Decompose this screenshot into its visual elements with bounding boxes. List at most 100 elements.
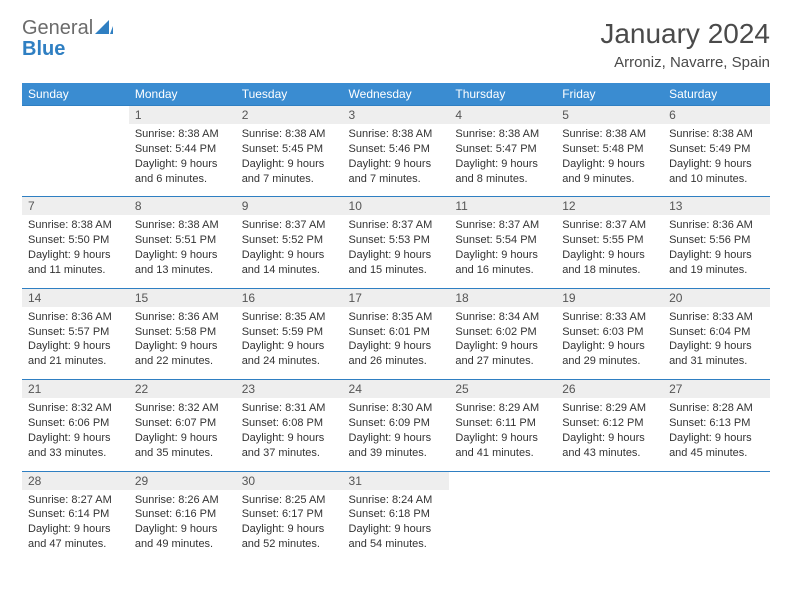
day-number: 2 bbox=[236, 106, 343, 124]
calendar-row: 21Sunrise: 8:32 AMSunset: 6:06 PMDayligh… bbox=[22, 379, 770, 470]
calendar-cell: 9Sunrise: 8:37 AMSunset: 5:52 PMDaylight… bbox=[236, 196, 343, 287]
daylight-text: and 39 minutes. bbox=[349, 446, 444, 461]
weekday-header: Wednesday bbox=[343, 83, 450, 105]
sunset-text: Sunset: 6:07 PM bbox=[135, 416, 230, 431]
day-number: 6 bbox=[663, 106, 770, 124]
daylight-text: Daylight: 9 hours bbox=[562, 339, 657, 354]
sunrise-text: Sunrise: 8:30 AM bbox=[349, 401, 444, 416]
daylight-text: and 52 minutes. bbox=[242, 537, 337, 552]
daylight-text: and 16 minutes. bbox=[455, 263, 550, 278]
daylight-text: Daylight: 9 hours bbox=[242, 339, 337, 354]
month-title: January 2024 bbox=[600, 18, 770, 50]
calendar-cell: 13Sunrise: 8:36 AMSunset: 5:56 PMDayligh… bbox=[663, 196, 770, 287]
calendar-cell: 27Sunrise: 8:28 AMSunset: 6:13 PMDayligh… bbox=[663, 379, 770, 470]
day-content: Sunrise: 8:37 AMSunset: 5:54 PMDaylight:… bbox=[449, 215, 556, 287]
daylight-text: and 7 minutes. bbox=[349, 172, 444, 187]
day-content: Sunrise: 8:28 AMSunset: 6:13 PMDaylight:… bbox=[663, 398, 770, 470]
daylight-text: Daylight: 9 hours bbox=[28, 431, 123, 446]
day-content: Sunrise: 8:38 AMSunset: 5:49 PMDaylight:… bbox=[663, 124, 770, 196]
day-number: 18 bbox=[449, 289, 556, 307]
day-content bbox=[556, 490, 663, 558]
day-content: Sunrise: 8:38 AMSunset: 5:46 PMDaylight:… bbox=[343, 124, 450, 196]
daylight-text: Daylight: 9 hours bbox=[135, 157, 230, 172]
sunrise-text: Sunrise: 8:38 AM bbox=[28, 218, 123, 233]
day-number: 23 bbox=[236, 380, 343, 398]
sunset-text: Sunset: 5:48 PM bbox=[562, 142, 657, 157]
daylight-text: Daylight: 9 hours bbox=[455, 248, 550, 263]
day-number: 21 bbox=[22, 380, 129, 398]
calendar-cell: 1Sunrise: 8:38 AMSunset: 5:44 PMDaylight… bbox=[129, 105, 236, 196]
day-content: Sunrise: 8:33 AMSunset: 6:04 PMDaylight:… bbox=[663, 307, 770, 379]
daylight-text: and 22 minutes. bbox=[135, 354, 230, 369]
sunset-text: Sunset: 6:03 PM bbox=[562, 325, 657, 340]
calendar-cell: 4Sunrise: 8:38 AMSunset: 5:47 PMDaylight… bbox=[449, 105, 556, 196]
daylight-text: Daylight: 9 hours bbox=[135, 339, 230, 354]
day-number: 19 bbox=[556, 289, 663, 307]
calendar-cell: 25Sunrise: 8:29 AMSunset: 6:11 PMDayligh… bbox=[449, 379, 556, 470]
day-content: Sunrise: 8:38 AMSunset: 5:44 PMDaylight:… bbox=[129, 124, 236, 196]
day-number: 25 bbox=[449, 380, 556, 398]
day-number: 5 bbox=[556, 106, 663, 124]
day-number: 24 bbox=[343, 380, 450, 398]
daylight-text: and 41 minutes. bbox=[455, 446, 550, 461]
sunset-text: Sunset: 6:17 PM bbox=[242, 507, 337, 522]
daylight-text: Daylight: 9 hours bbox=[562, 431, 657, 446]
daylight-text: and 27 minutes. bbox=[455, 354, 550, 369]
day-content: Sunrise: 8:38 AMSunset: 5:47 PMDaylight:… bbox=[449, 124, 556, 196]
calendar-cell: 6Sunrise: 8:38 AMSunset: 5:49 PMDaylight… bbox=[663, 105, 770, 196]
calendar-row: 28Sunrise: 8:27 AMSunset: 6:14 PMDayligh… bbox=[22, 471, 770, 562]
calendar-cell: 24Sunrise: 8:30 AMSunset: 6:09 PMDayligh… bbox=[343, 379, 450, 470]
sunset-text: Sunset: 5:59 PM bbox=[242, 325, 337, 340]
weekday-header: Friday bbox=[556, 83, 663, 105]
calendar-cell: 18Sunrise: 8:34 AMSunset: 6:02 PMDayligh… bbox=[449, 288, 556, 379]
daylight-text: and 24 minutes. bbox=[242, 354, 337, 369]
daylight-text: Daylight: 9 hours bbox=[669, 431, 764, 446]
daylight-text: and 54 minutes. bbox=[349, 537, 444, 552]
daylight-text: Daylight: 9 hours bbox=[669, 339, 764, 354]
daylight-text: Daylight: 9 hours bbox=[242, 157, 337, 172]
sunset-text: Sunset: 5:44 PM bbox=[135, 142, 230, 157]
weekday-header: Thursday bbox=[449, 83, 556, 105]
day-content: Sunrise: 8:37 AMSunset: 5:55 PMDaylight:… bbox=[556, 215, 663, 287]
day-content: Sunrise: 8:38 AMSunset: 5:45 PMDaylight:… bbox=[236, 124, 343, 196]
sunrise-text: Sunrise: 8:25 AM bbox=[242, 493, 337, 508]
day-content: Sunrise: 8:29 AMSunset: 6:11 PMDaylight:… bbox=[449, 398, 556, 470]
sunset-text: Sunset: 5:58 PM bbox=[135, 325, 230, 340]
day-number: 31 bbox=[343, 472, 450, 490]
day-number: 8 bbox=[129, 197, 236, 215]
day-number: 16 bbox=[236, 289, 343, 307]
day-number: 11 bbox=[449, 197, 556, 215]
sunset-text: Sunset: 5:53 PM bbox=[349, 233, 444, 248]
calendar-cell: 30Sunrise: 8:25 AMSunset: 6:17 PMDayligh… bbox=[236, 471, 343, 562]
day-content bbox=[663, 490, 770, 558]
sunrise-text: Sunrise: 8:38 AM bbox=[135, 218, 230, 233]
day-content: Sunrise: 8:35 AMSunset: 5:59 PMDaylight:… bbox=[236, 307, 343, 379]
sunset-text: Sunset: 6:18 PM bbox=[349, 507, 444, 522]
daylight-text: Daylight: 9 hours bbox=[135, 431, 230, 446]
day-number: 12 bbox=[556, 197, 663, 215]
sunset-text: Sunset: 5:50 PM bbox=[28, 233, 123, 248]
day-number: 20 bbox=[663, 289, 770, 307]
calendar-row: 14Sunrise: 8:36 AMSunset: 5:57 PMDayligh… bbox=[22, 288, 770, 379]
daylight-text: Daylight: 9 hours bbox=[242, 431, 337, 446]
day-content: Sunrise: 8:34 AMSunset: 6:02 PMDaylight:… bbox=[449, 307, 556, 379]
day-number: 10 bbox=[343, 197, 450, 215]
calendar-row: 1Sunrise: 8:38 AMSunset: 5:44 PMDaylight… bbox=[22, 105, 770, 196]
calendar-cell: 22Sunrise: 8:32 AMSunset: 6:07 PMDayligh… bbox=[129, 379, 236, 470]
daylight-text: and 6 minutes. bbox=[135, 172, 230, 187]
brand-logo: General Blue bbox=[22, 18, 113, 60]
sunrise-text: Sunrise: 8:36 AM bbox=[135, 310, 230, 325]
sunset-text: Sunset: 6:13 PM bbox=[669, 416, 764, 431]
day-content: Sunrise: 8:30 AMSunset: 6:09 PMDaylight:… bbox=[343, 398, 450, 470]
sunrise-text: Sunrise: 8:26 AM bbox=[135, 493, 230, 508]
sunrise-text: Sunrise: 8:37 AM bbox=[562, 218, 657, 233]
daylight-text: and 14 minutes. bbox=[242, 263, 337, 278]
day-content: Sunrise: 8:32 AMSunset: 6:07 PMDaylight:… bbox=[129, 398, 236, 470]
sunrise-text: Sunrise: 8:38 AM bbox=[242, 127, 337, 142]
sunset-text: Sunset: 5:54 PM bbox=[455, 233, 550, 248]
calendar-cell: 26Sunrise: 8:29 AMSunset: 6:12 PMDayligh… bbox=[556, 379, 663, 470]
sunrise-text: Sunrise: 8:32 AM bbox=[28, 401, 123, 416]
day-content: Sunrise: 8:38 AMSunset: 5:51 PMDaylight:… bbox=[129, 215, 236, 287]
sunrise-text: Sunrise: 8:35 AM bbox=[242, 310, 337, 325]
weekday-header: Monday bbox=[129, 83, 236, 105]
